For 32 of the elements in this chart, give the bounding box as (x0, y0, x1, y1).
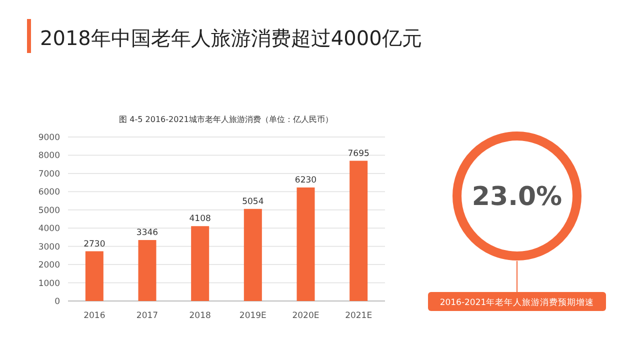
x-tick-label: 2021E (345, 311, 372, 321)
data-label: 4108 (189, 214, 211, 224)
data-label: 2730 (84, 239, 106, 250)
bar (350, 160, 368, 301)
data-label: 7695 (348, 148, 370, 159)
data-label: 3346 (136, 228, 158, 238)
bar (138, 240, 156, 301)
y-tick-label: 9000 (38, 133, 60, 143)
data-label: 5054 (242, 196, 264, 207)
y-tick-label: 2000 (38, 260, 60, 271)
y-tick-label: 0 (54, 297, 60, 307)
y-tick-label: 1000 (38, 278, 60, 289)
x-tick-label: 2019E (239, 311, 266, 321)
y-tick-label: 3000 (38, 242, 60, 252)
x-tick-label: 2016 (84, 311, 106, 321)
data-label: 6230 (294, 175, 317, 186)
bar (296, 187, 315, 301)
y-tick-label: 6000 (38, 188, 60, 198)
bar (244, 208, 262, 301)
bar (85, 251, 104, 301)
text: 23.0% (472, 182, 562, 212)
y-tick-label: 5000 (38, 206, 60, 216)
y-tick-label: 4000 (38, 224, 60, 234)
y-tick-label: 8000 (38, 151, 60, 162)
y-tick-label: 7000 (38, 169, 60, 180)
chart-title: 2018年中国老年人旅游消费超过4000亿元 (40, 26, 422, 50)
bar (191, 226, 210, 301)
chart-subtitle: 图 4-5 2016-2021城市老年人旅游消费（单位：亿人民币） (119, 115, 333, 124)
x-tick-label: 2017 (136, 311, 158, 321)
text: 2016-2021年老年人旅游消费预期增速 (440, 297, 594, 308)
x-tick-label: 2018 (189, 311, 211, 321)
x-tick-label: 2020E (292, 311, 320, 321)
